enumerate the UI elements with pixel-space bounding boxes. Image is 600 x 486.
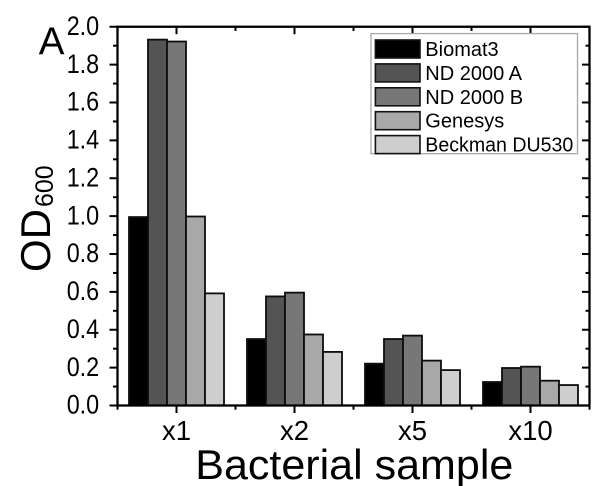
svg-text:ND 2000 A: ND 2000 A bbox=[425, 63, 522, 85]
svg-text:2.0: 2.0 bbox=[67, 11, 100, 41]
svg-text:1.6: 1.6 bbox=[67, 87, 100, 117]
svg-text:A: A bbox=[39, 20, 65, 63]
svg-text:Beckman DU530: Beckman DU530 bbox=[425, 135, 573, 157]
svg-text:0.6: 0.6 bbox=[67, 276, 100, 306]
svg-text:Biomat3: Biomat3 bbox=[425, 39, 498, 61]
svg-text:ND 2000 B: ND 2000 B bbox=[425, 87, 523, 109]
svg-text:1.0: 1.0 bbox=[67, 200, 100, 230]
svg-text:0.0: 0.0 bbox=[67, 390, 100, 420]
svg-text:1.4: 1.4 bbox=[67, 125, 100, 155]
svg-text:0.8: 0.8 bbox=[67, 238, 100, 268]
svg-text:x2: x2 bbox=[280, 415, 309, 446]
svg-text:1.2: 1.2 bbox=[67, 162, 100, 192]
svg-text:Bacterial sample: Bacterial sample bbox=[195, 441, 513, 486]
svg-text:1.8: 1.8 bbox=[67, 49, 100, 79]
svg-text:x10: x10 bbox=[508, 415, 552, 446]
svg-text:0.4: 0.4 bbox=[67, 314, 100, 344]
svg-text:x1: x1 bbox=[162, 415, 191, 446]
svg-text:Genesys: Genesys bbox=[425, 111, 504, 133]
svg-text:0.2: 0.2 bbox=[67, 352, 100, 382]
svg-text:x5: x5 bbox=[398, 415, 427, 446]
